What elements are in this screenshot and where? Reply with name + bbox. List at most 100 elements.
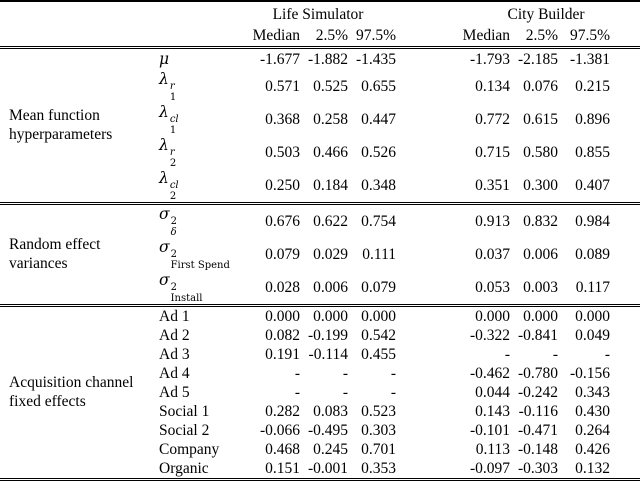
cell-value: -0.471 <box>517 421 559 439</box>
column-spacer <box>610 103 640 136</box>
column-header-row: Median 2.5% 97.5% Median 2.5% 97.5% <box>0 26 640 49</box>
math-subscript: Install <box>170 292 203 304</box>
math-subscript: 1 <box>169 91 177 103</box>
cell-value: 0.006 <box>523 245 559 263</box>
column-spacer <box>610 440 640 459</box>
cell-value: -0.148 <box>517 440 559 458</box>
col-header-cb-median: Median <box>452 26 511 49</box>
column-spacer <box>610 383 640 402</box>
cell-value: 0.772 <box>475 110 511 128</box>
column-group-header-row: Life Simulator City Builder <box>0 1 640 26</box>
column-spacer <box>396 169 452 204</box>
column-spacer <box>610 459 640 480</box>
cell-value: -0.841 <box>517 326 559 344</box>
math-superscript: 2 <box>170 282 177 293</box>
table-row: Ad 3 0.191 -0.114 0.455 - - - <box>0 345 640 364</box>
table-row: Ad 5 - - - 0.044 -0.242 0.343 <box>0 383 640 402</box>
header-corner-blank <box>0 26 240 49</box>
column-group-life-simulator: Life Simulator <box>272 6 364 23</box>
math-base: σ <box>159 271 170 289</box>
table-row: Ad 4 - - - -0.462 -0.780 -0.156 <box>0 364 640 383</box>
column-spacer <box>610 345 640 364</box>
cell-value: 0.184 <box>313 176 348 194</box>
cell-value: 0.151 <box>265 459 300 477</box>
math-superscript: 2 <box>170 216 177 227</box>
param-symbol: λ cl 2 <box>150 169 240 204</box>
cell-value: 0.000 <box>265 307 300 325</box>
cell-value: - <box>504 345 511 363</box>
math-superscript: 2 <box>170 249 177 260</box>
cell-value: 0.258 <box>313 110 348 128</box>
cell-value: 0.622 <box>313 212 348 230</box>
math-subscript: 2 <box>169 190 177 202</box>
cell-value: 0.132 <box>575 459 611 477</box>
column-spacer <box>396 440 452 459</box>
table-row: Random effect variances σ 2 δ 0.676 0.622 0.75… <box>0 204 640 272</box>
cell-value: -0.066 <box>259 421 300 439</box>
table-row: σ 2 Install 0.028 0.006 0.079 0.053 0.003 0.117 <box>0 271 640 306</box>
column-spacer <box>610 364 640 383</box>
col-header-cb-p2-5: 2.5% <box>510 26 559 49</box>
column-spacer <box>610 421 640 440</box>
cell-value: 0.430 <box>575 402 611 420</box>
math-subscript: First Spend <box>170 259 230 271</box>
cell-value: 0.348 <box>361 176 397 194</box>
cell-value: -0.462 <box>469 364 511 382</box>
cell-value: -1.677 <box>259 50 300 68</box>
cell-value: 0.571 <box>265 77 300 95</box>
column-spacer <box>396 459 452 480</box>
cell-value: 0.407 <box>575 176 611 194</box>
row-group-mean-function-hyperparameters: Mean function hyperparameters μ -1.677 -1.8… <box>0 48 640 204</box>
column-spacer <box>396 238 452 271</box>
math-base: λ <box>159 103 169 121</box>
cell-value: -1.381 <box>569 50 611 68</box>
cell-value: 0.542 <box>361 326 397 344</box>
math-base: λ <box>159 169 169 187</box>
cell-value: -0.101 <box>469 421 511 439</box>
cell-value: -0.116 <box>518 402 559 420</box>
column-spacer <box>396 345 452 364</box>
cell-value: 0.426 <box>575 440 611 458</box>
param-symbol: μ <box>150 48 240 71</box>
column-spacer <box>396 364 452 383</box>
table-row: Acquisition channel fixed effects Ad 1 0.0… <box>0 306 640 410</box>
cell-value: 0.855 <box>575 143 611 161</box>
table-row: λ cl 2 0.250 0.184 0.348 0.351 0.300 0.407 <box>0 169 640 204</box>
column-spacer <box>610 271 640 306</box>
column-spacer <box>396 204 452 239</box>
cell-value: - <box>604 345 611 363</box>
table-row: λ r 2 0.503 0.466 0.526 0.715 0.580 0.855 <box>0 136 640 169</box>
cell-value: -1.882 <box>307 50 348 68</box>
column-spacer <box>610 70 640 103</box>
cell-value: 0.913 <box>475 212 511 230</box>
math-superscript: r <box>169 81 175 92</box>
math-subscript: δ <box>170 226 177 238</box>
row-group-label: Mean function hyperparameters <box>9 106 113 143</box>
cell-value: - <box>294 383 300 401</box>
cell-value: 0.343 <box>575 383 611 401</box>
cell-value: 0.615 <box>523 110 559 128</box>
cell-value: -0.242 <box>517 383 559 401</box>
column-spacer <box>610 136 640 169</box>
param-symbol: σ 2 First Spend <box>150 238 240 271</box>
math-superscript: cl <box>169 180 179 191</box>
cell-value: 0.003 <box>523 278 559 296</box>
param-symbol: Company <box>159 440 220 458</box>
cell-value: 0.049 <box>575 326 611 344</box>
cell-value: 0.250 <box>265 176 300 194</box>
param-symbol: Ad 4 <box>159 364 190 382</box>
row-group-label: Random effect variances <box>9 235 101 272</box>
cell-value: 0.245 <box>313 440 348 458</box>
cell-value: 0.351 <box>475 176 511 194</box>
math-supsub: 2 Install <box>170 282 203 304</box>
cell-value: 0.368 <box>265 110 300 128</box>
cell-value: 0.468 <box>265 440 300 458</box>
column-spacer <box>396 402 452 421</box>
cell-value: 0.701 <box>361 440 397 458</box>
table-row: σ 2 First Spend 0.079 0.029 0.111 0.037 0.006 0.… <box>0 238 640 271</box>
table-header: Life Simulator City Builder Median 2.5% … <box>0 1 640 49</box>
param-symbol: Ad 3 <box>159 345 190 363</box>
